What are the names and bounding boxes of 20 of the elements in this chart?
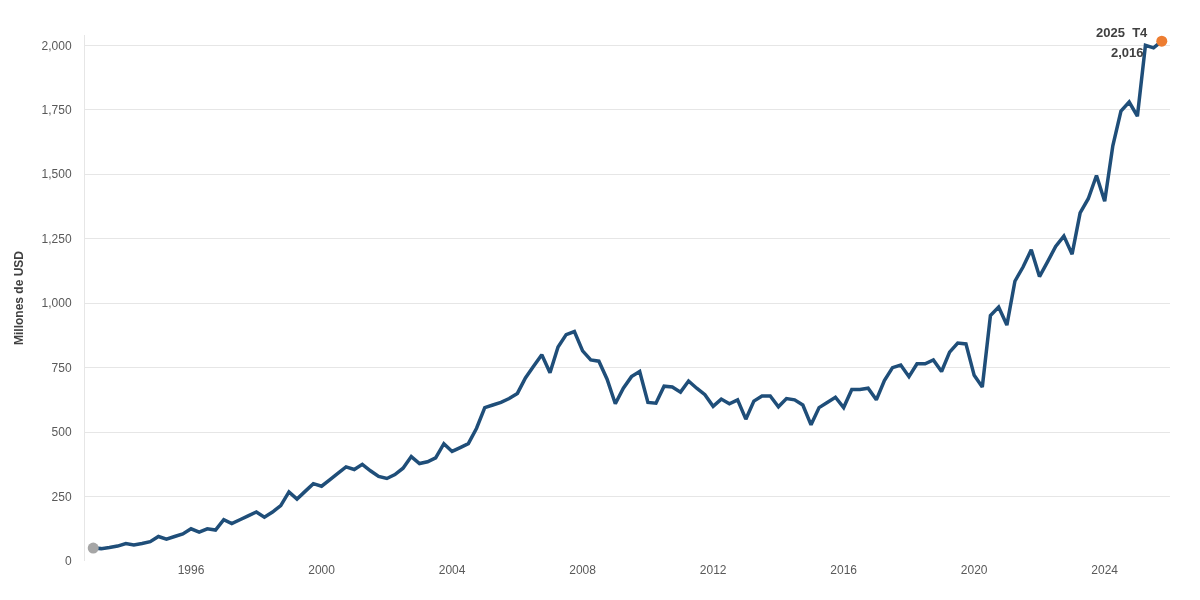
- x-tick-label: 2008: [569, 563, 597, 577]
- y-tick-label: 1,500: [41, 167, 72, 182]
- x-tick-label: 2024: [1091, 563, 1119, 577]
- annotation: 2025 T4: [1096, 25, 1149, 40]
- x-tick-label: 2012: [699, 563, 727, 577]
- x-tick-label: 2000: [308, 563, 336, 577]
- x-tick-label: 1996: [177, 563, 205, 577]
- annotation: 2,016: [1111, 45, 1144, 60]
- y-tick-label: 750: [51, 360, 72, 375]
- y-tick-label: 250: [51, 489, 72, 504]
- x-tick-label: 2016: [830, 563, 858, 577]
- y-axis-title: Millones de USD: [11, 250, 26, 346]
- y-tick-label: 500: [51, 425, 72, 440]
- x-tick-label: 2020: [960, 563, 988, 577]
- y-tick-label: 2,000: [41, 38, 72, 53]
- x-tick-label: 2004: [438, 563, 466, 577]
- y-tick-label: 0: [64, 554, 72, 569]
- y-tick-label: 1,750: [41, 102, 72, 117]
- y-tick-label: 1,000: [41, 296, 72, 311]
- y-tick-label: 1,250: [41, 231, 72, 246]
